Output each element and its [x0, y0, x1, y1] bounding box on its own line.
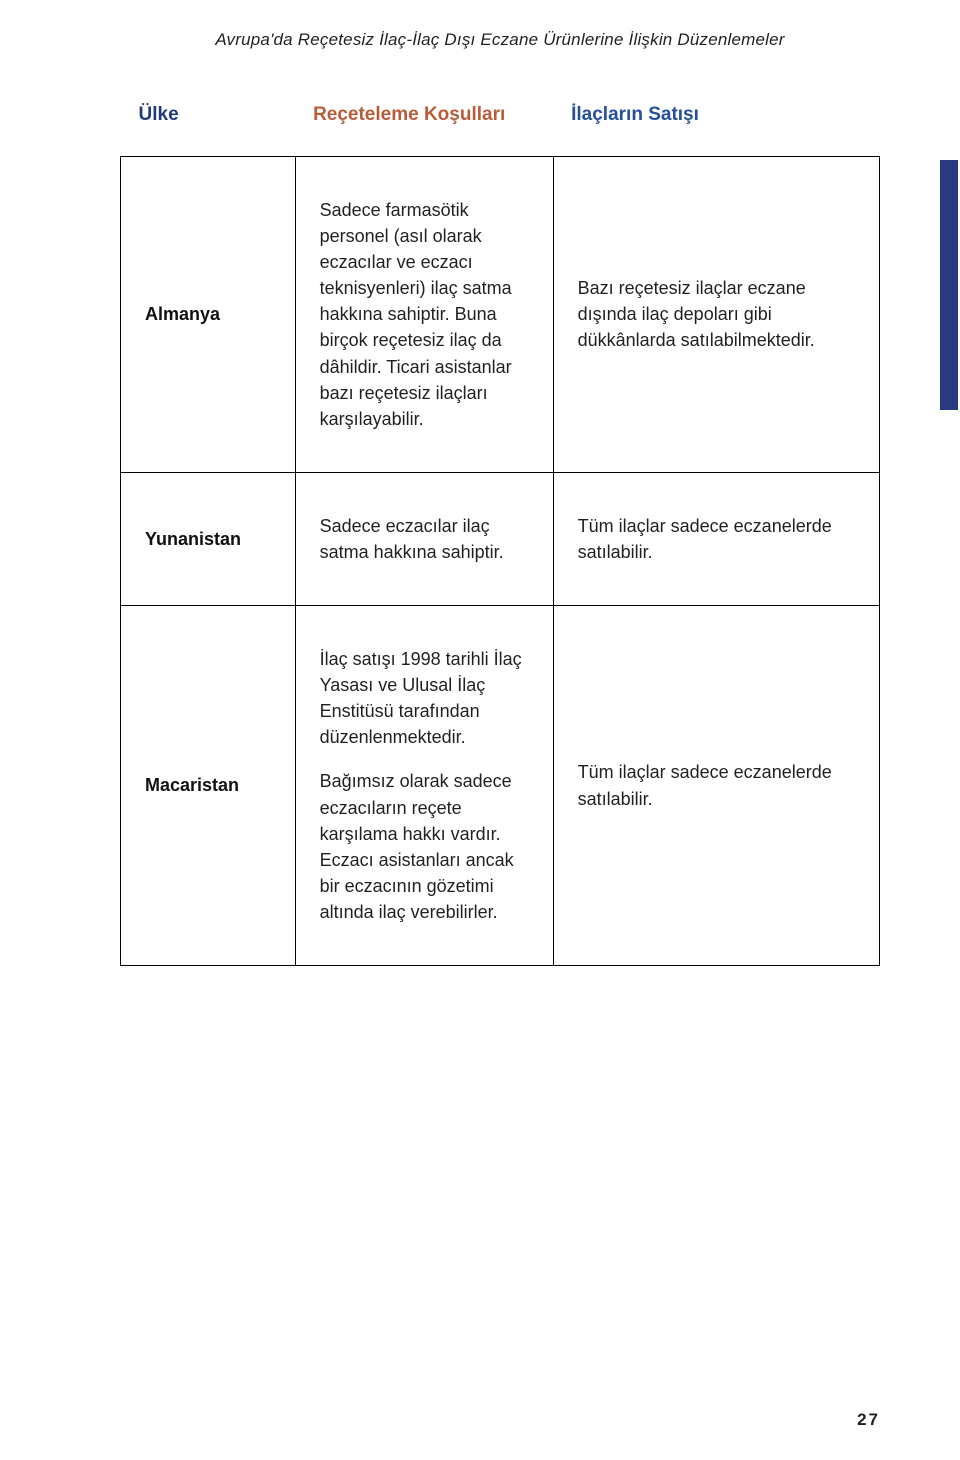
header-conditions: Reçeteleme Koşulları	[295, 90, 553, 157]
table-row: Macaristan İlaç satışı 1998 tarihli İlaç…	[121, 606, 880, 966]
regulations-table: Ülke Reçeteleme Koşulları İlaçların Satı…	[120, 90, 880, 966]
conditions-text: Sadece eczacılar ilaç satma hakkına sahi…	[320, 516, 504, 562]
header-country: Ülke	[121, 90, 296, 157]
paragraph-gap	[320, 750, 533, 768]
cell-sales: Tüm ilaçlar sadece eczanelerde satılabil…	[553, 472, 879, 605]
conditions-text: Sadece farmasötik personel (asıl olarak …	[320, 200, 512, 429]
page-number: 27	[857, 1410, 880, 1430]
cell-conditions: Sadece farmasötik personel (asıl olarak …	[295, 157, 553, 473]
table-row: Almanya Sadece farmasötik personel (asıl…	[121, 157, 880, 473]
header-sales: İlaçların Satışı	[553, 90, 879, 157]
table-row: Yunanistan Sadece eczacılar ilaç satma h…	[121, 472, 880, 605]
conditions-text: İlaç satışı 1998 tarihli İlaç Yasası ve …	[320, 649, 522, 747]
cell-conditions: İlaç satışı 1998 tarihli İlaç Yasası ve …	[295, 606, 553, 966]
conditions-text-2: Bağımsız olarak sadece eczacıların reçet…	[320, 771, 514, 921]
table-header-row: Ülke Reçeteleme Koşulları İlaçların Satı…	[121, 90, 880, 157]
cell-sales: Bazı reçetesiz ilaçlar eczane dışında il…	[553, 157, 879, 473]
running-title: Avrupa'da Reçetesiz İlaç-İlaç Dışı Eczan…	[120, 30, 880, 50]
cell-conditions: Sadece eczacılar ilaç satma hakkına sahi…	[295, 472, 553, 605]
side-tab	[940, 160, 958, 410]
cell-country: Yunanistan	[121, 472, 296, 605]
cell-country: Macaristan	[121, 606, 296, 966]
page-container: Avrupa'da Reçetesiz İlaç-İlaç Dışı Eczan…	[0, 0, 960, 1460]
cell-country: Almanya	[121, 157, 296, 473]
cell-sales: Tüm ilaçlar sadece eczanelerde satılabil…	[553, 606, 879, 966]
